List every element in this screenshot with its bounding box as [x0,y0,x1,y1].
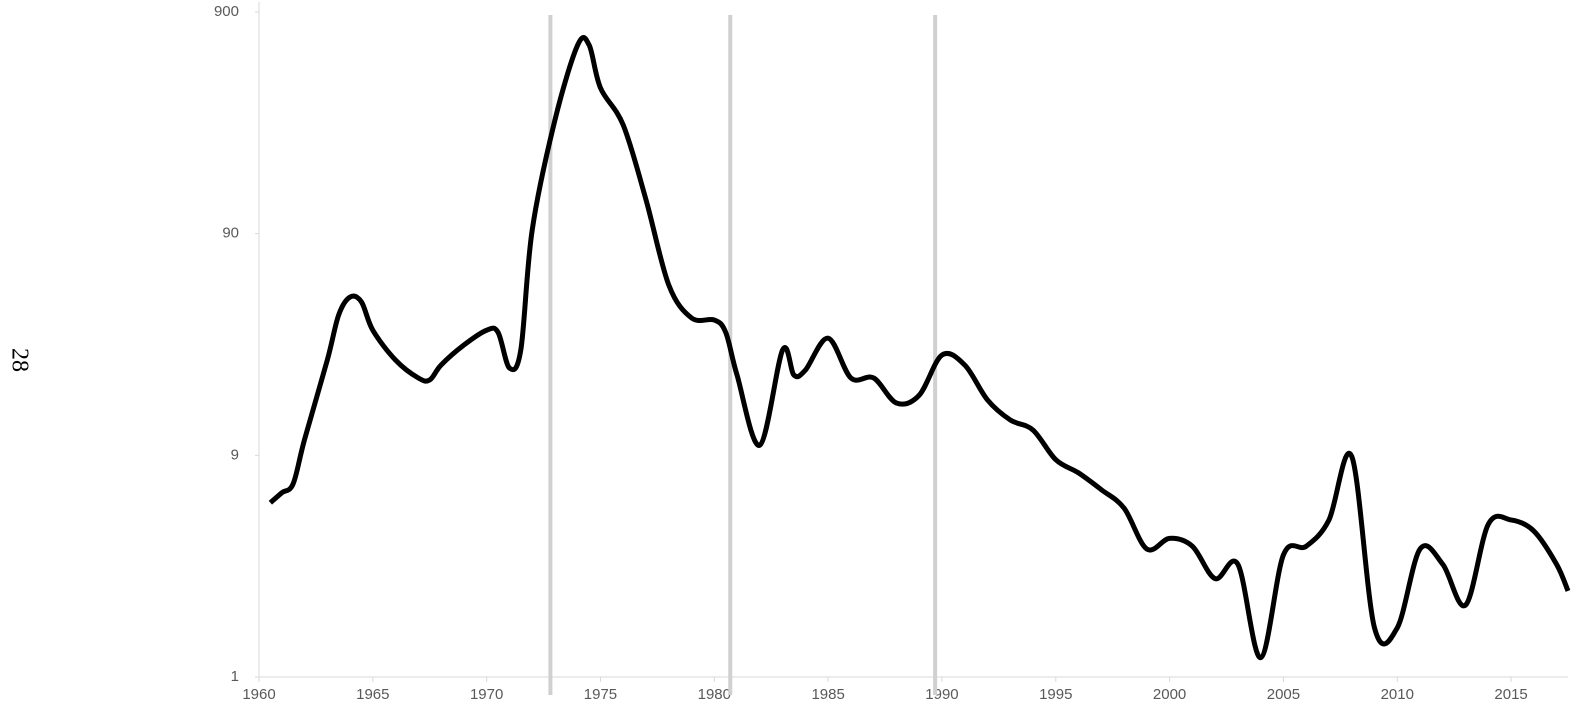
x-tick-label: 1995 [1039,686,1072,703]
y-tick-label: 900 [214,3,239,20]
y-tick-label: 1 [231,668,239,685]
x-tick-label: 1960 [242,686,275,703]
series-line [268,35,1571,661]
x-tick-label: 1975 [584,686,617,703]
x-tick-label: 2015 [1494,686,1527,703]
x-tick-label: 2000 [1153,686,1186,703]
x-tick-label: 2005 [1267,686,1300,703]
x-tick-label: 1990 [925,686,958,703]
x-tick-label: 1980 [698,686,731,703]
page-number: 28 [6,348,32,372]
x-tick-label: 2010 [1381,686,1414,703]
x-tick-label: 1970 [470,686,503,703]
y-tick-label: 9 [231,446,239,463]
y-tick-label: 90 [222,225,239,242]
x-tick-label: 1985 [811,686,844,703]
x-tick-label: 1965 [356,686,389,703]
